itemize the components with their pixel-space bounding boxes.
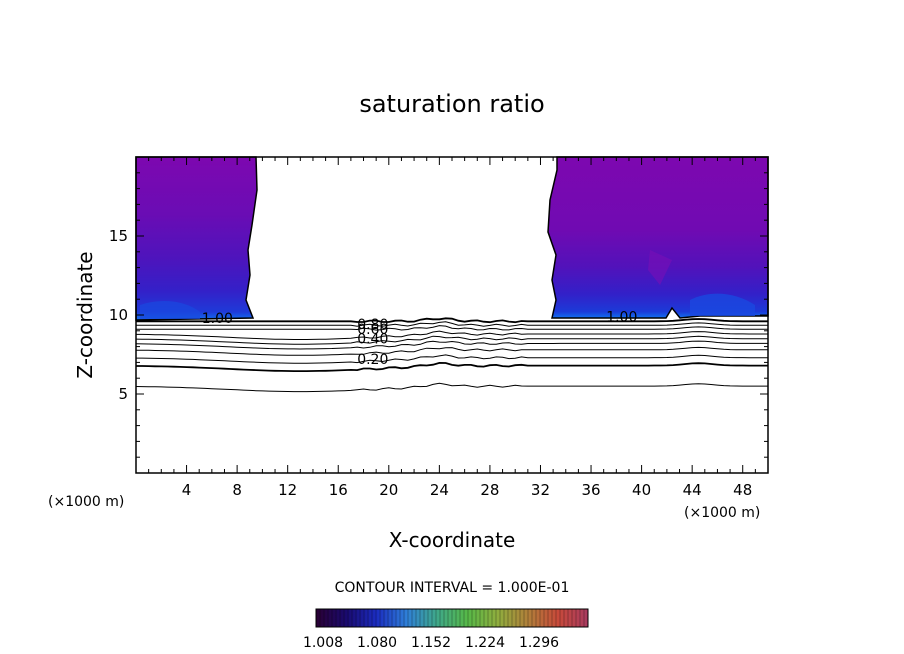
x-tick-label: 36 bbox=[581, 481, 600, 499]
x-tick-label: 16 bbox=[329, 481, 348, 499]
x-tick-label: 4 bbox=[182, 481, 192, 499]
right-inner-shading bbox=[648, 250, 672, 285]
contour-line bbox=[136, 361, 768, 372]
contour-label: 1.00 bbox=[202, 311, 233, 327]
right-deep-blue-pocket bbox=[690, 293, 755, 316]
contour-line bbox=[135, 382, 768, 393]
y-axis-ticks: 5 10 15 bbox=[109, 172, 768, 458]
x-tick-label: 32 bbox=[531, 481, 550, 499]
contour-line bbox=[136, 325, 768, 331]
contour-label: 0.20 bbox=[357, 352, 388, 368]
saturated-fill-regions bbox=[135, 156, 769, 321]
contour-line bbox=[136, 346, 768, 356]
x-tick-label: 20 bbox=[379, 481, 398, 499]
contour-line bbox=[136, 321, 768, 327]
y-tick-label: 15 bbox=[109, 227, 128, 245]
contour-lines bbox=[135, 317, 768, 393]
left-deep-blue-pocket bbox=[140, 300, 200, 319]
x-tick-label: 40 bbox=[632, 481, 651, 499]
x-tick-label: 12 bbox=[278, 481, 297, 499]
y-axis-label: Z-coordinate bbox=[73, 251, 97, 378]
colorbar-tick-label: 1.296 bbox=[519, 635, 559, 651]
x-unit-left: (×1000 m) bbox=[48, 494, 124, 510]
contour-line bbox=[135, 340, 768, 350]
contour-label: 0.60 bbox=[357, 322, 388, 338]
colorbar-tick-label: 1.080 bbox=[357, 635, 397, 651]
y-tick-label: 10 bbox=[109, 306, 128, 324]
left-saturated-region bbox=[135, 156, 258, 321]
contour-label: 0.40 bbox=[357, 331, 388, 347]
x-tick-label: 24 bbox=[430, 481, 449, 499]
x-axis-label: X-coordinate bbox=[389, 528, 516, 552]
contour-line bbox=[136, 330, 768, 340]
colorbar-tick-label: 1.008 bbox=[303, 635, 343, 651]
x-tick-label: 44 bbox=[683, 481, 702, 499]
x-tick-label: 8 bbox=[232, 481, 242, 499]
colorbar bbox=[315, 608, 589, 628]
contour-interval-text: CONTOUR INTERVAL = 1.000E-01 bbox=[335, 580, 570, 596]
contour-line bbox=[136, 354, 768, 364]
contour-line bbox=[135, 335, 768, 345]
x-tick-label: 28 bbox=[480, 481, 499, 499]
right-saturated-region bbox=[547, 156, 769, 319]
contour-label: 1.00 bbox=[606, 309, 637, 325]
colorbar-tick-label: 1.152 bbox=[411, 635, 451, 651]
contour-label: 0.80 bbox=[357, 317, 388, 333]
colorbar-tick-labels: 1.008 1.080 1.152 1.224 1.296 bbox=[303, 635, 559, 651]
y-tick-label: 5 bbox=[118, 385, 128, 403]
x-axis-ticks: 4 8 12 16 20 24 28 32 36 40 44 48 bbox=[148, 157, 756, 499]
colorbar-tick-label: 1.224 bbox=[465, 635, 505, 651]
x-tick-label: 48 bbox=[733, 481, 752, 499]
x-unit-right: (×1000 m) bbox=[684, 505, 760, 521]
contour-line bbox=[136, 317, 768, 324]
chart-title: saturation ratio bbox=[359, 90, 544, 118]
contour-labels: 1.00 0.800.600.40 0.20 1.00 bbox=[202, 309, 638, 368]
